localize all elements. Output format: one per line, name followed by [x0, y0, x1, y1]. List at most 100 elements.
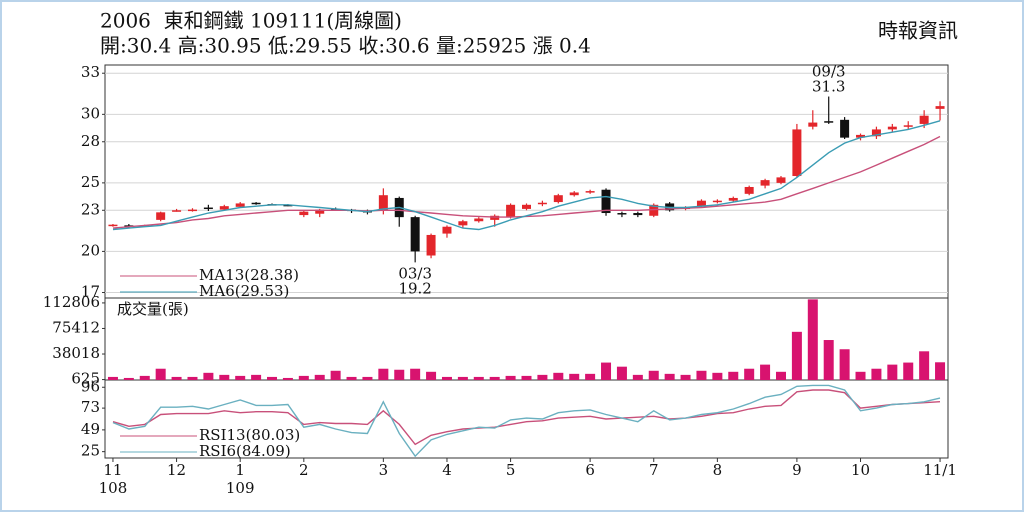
candle-body: [601, 189, 611, 214]
candle-body: [569, 192, 579, 196]
candle-body: [792, 129, 802, 177]
volume-bar: [267, 376, 278, 380]
candle-body: [744, 186, 754, 194]
x-year-label: 109: [226, 479, 255, 497]
volume-bar: [203, 372, 214, 380]
annotation: 09/3: [812, 63, 846, 81]
candle-body: [283, 204, 293, 207]
volume-bar: [489, 376, 500, 380]
legend-label: MA13(28.38): [199, 266, 299, 284]
volume-bar: [521, 375, 532, 380]
volume-bar: [616, 366, 627, 380]
x-tick-label: 7: [649, 461, 659, 479]
y-tick-label: 25: [81, 173, 100, 191]
candle-body: [537, 202, 547, 205]
candle-body: [840, 119, 850, 138]
candle-body: [808, 122, 818, 127]
volume-bar: [791, 331, 802, 380]
candle-body: [506, 204, 516, 218]
volume-bar: [632, 374, 643, 380]
candle-body: [458, 221, 468, 226]
volume-bar: [823, 340, 834, 380]
legend-label: RSI6(84.09): [199, 442, 291, 460]
candle-body: [219, 206, 229, 210]
candle-body: [696, 200, 706, 207]
volume-bar: [235, 375, 246, 380]
y-tick-label: 23: [81, 200, 100, 218]
volume-bar: [585, 373, 596, 380]
candle-body: [299, 211, 309, 216]
volume-bar: [919, 351, 930, 380]
volume-bar: [839, 349, 850, 380]
x-year-label: 108: [99, 479, 128, 497]
candle-body: [776, 177, 786, 183]
candle-body: [172, 210, 182, 212]
candle-body: [935, 106, 945, 109]
candle-body: [235, 203, 245, 207]
volume-bar: [664, 373, 675, 380]
y-tick-label: 49: [81, 420, 100, 438]
candle-body: [903, 125, 913, 127]
x-tick-label: 8: [713, 461, 723, 479]
x-tick-label: 6: [585, 461, 595, 479]
candle-body: [490, 215, 500, 220]
candle-body: [315, 209, 325, 214]
volume-bar: [601, 362, 612, 380]
candle-body: [887, 126, 897, 130]
candle-body: [442, 226, 452, 234]
candle-body: [919, 115, 929, 124]
candle-body: [203, 207, 213, 210]
volume-bar: [871, 368, 882, 380]
candle-body: [728, 197, 738, 201]
volume-bar: [107, 376, 118, 380]
x-tick-label: 3: [379, 461, 389, 479]
candle-body: [187, 209, 197, 212]
volume-bar: [441, 376, 452, 380]
volume-bar: [362, 376, 373, 380]
plot-frame: [104, 64, 949, 459]
volume-bar: [298, 375, 309, 380]
volume-bar: [171, 376, 182, 380]
candle-body: [553, 195, 563, 203]
volume-bar: [537, 374, 548, 380]
annotation: 31.3: [812, 78, 845, 96]
volume-bar: [314, 374, 325, 380]
volume-bar: [473, 376, 484, 380]
y-tick-label: 96: [81, 377, 100, 395]
volume-bar: [505, 375, 516, 380]
y-tick-label: 73: [81, 398, 100, 416]
volume-bar: [123, 377, 134, 380]
candle-body: [410, 217, 420, 252]
x-tick-label: 1: [235, 461, 245, 479]
y-tick-label: 17: [81, 283, 100, 301]
candle-body: [585, 191, 595, 193]
volume-bar: [855, 371, 866, 380]
volume-bar: [219, 374, 230, 380]
legend-label: MA6(29.53): [199, 282, 289, 300]
x-tick-label: 2: [299, 461, 309, 479]
volume-bar: [251, 374, 262, 380]
x-tick-label: 11/1: [923, 461, 957, 479]
series-line: [112, 384, 941, 458]
y-tick-label: 33: [81, 63, 100, 81]
candle-body: [617, 213, 627, 215]
volume-bar: [330, 370, 341, 380]
series-line: [112, 389, 941, 446]
annotation: 19.2: [398, 279, 431, 297]
volume-bar: [775, 371, 786, 380]
candle-body: [378, 195, 388, 211]
chart-subtitle: 開:30.4 高:30.95 低:29.55 收:30.6 量:25925 漲 …: [100, 34, 591, 58]
volume-bar: [680, 374, 691, 380]
series-line: [112, 120, 941, 231]
volume-bar: [760, 364, 771, 380]
annotation: 03/3: [398, 264, 432, 282]
legend-label: RSI13(80.03): [199, 426, 300, 444]
volume-bar: [155, 368, 166, 380]
y-tick-label: 28: [81, 132, 100, 150]
volume-bar: [744, 368, 755, 380]
chart-title: 2006 東和鋼鐵 109111(周線圖): [100, 9, 402, 33]
candle-body: [251, 202, 261, 205]
candle-body: [824, 121, 834, 123]
